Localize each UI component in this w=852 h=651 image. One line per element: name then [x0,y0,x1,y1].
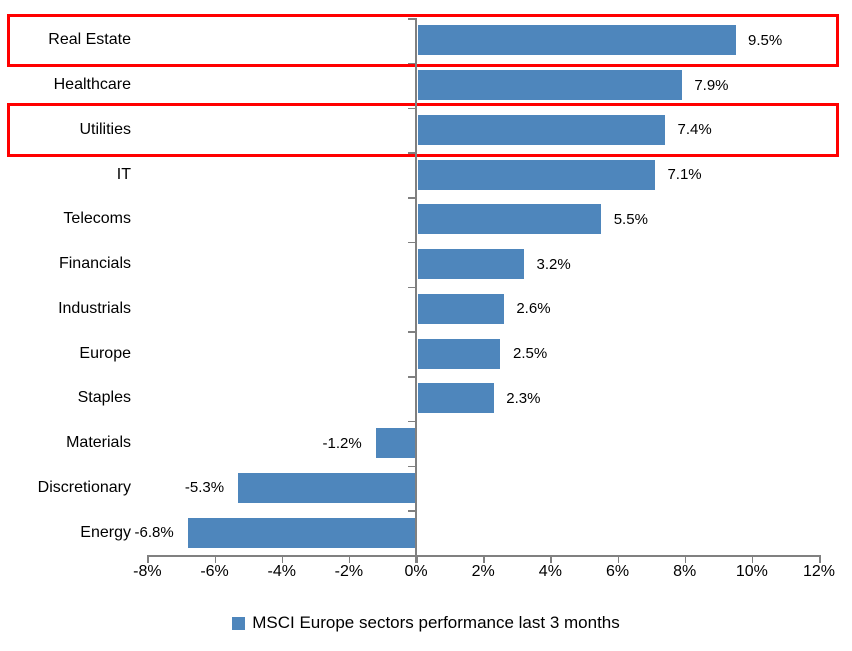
x-axis-tick-label: 6% [605,563,630,580]
category-label: Staples [77,389,131,407]
x-axis-tick [214,555,217,563]
value-label: 7.4% [677,121,712,139]
category-label: Healthcare [53,76,131,94]
bar-materials [375,428,416,459]
x-axis-tick-label: 4% [538,563,562,580]
category-label: Real Estate [48,31,131,49]
y-axis-line [415,18,418,563]
category-label: Materials [66,434,131,452]
x-axis-tick-label: 12% [802,563,836,580]
category-tick [408,286,416,288]
highlight-box-utilities [7,103,839,157]
x-axis-tick-label: 8% [673,563,697,580]
value-label: 5.5% [613,210,648,228]
bar-utilities [417,114,666,145]
category-label: Energy [80,523,131,541]
category-tick [408,331,416,333]
value-label: 7.1% [667,166,702,184]
bar-staples [417,383,494,414]
category-tick [408,376,416,378]
x-axis-tick [550,555,552,563]
bar-healthcare [417,70,682,101]
value-label: -5.3% [184,479,225,497]
legend-label: MSCI Europe sectors performance last 3 m… [252,613,620,632]
x-axis-tick-label: 2% [471,563,495,580]
value-label: 2.5% [512,345,548,363]
value-label: 2.6% [516,300,551,318]
value-label: 2.3% [506,389,541,407]
x-axis-tick [416,555,418,563]
category-tick [408,420,416,423]
category-tick [408,152,416,154]
x-axis-tick-label: -6% [200,563,229,580]
category-label: IT [116,165,131,183]
category-label: Discretionary [37,478,131,496]
legend: MSCI Europe sectors performance last 3 m… [0,610,852,636]
x-axis-tick [483,555,485,563]
category-tick [408,62,416,65]
category-tick [408,197,416,199]
bar-energy [187,517,416,548]
x-axis-tick [147,555,149,563]
x-axis-tick [751,555,754,563]
highlight-box-real-estate [7,13,839,68]
x-axis-tick-label: 0% [404,563,428,580]
category-label: Financials [58,255,131,273]
bar-financials [417,249,524,280]
x-axis-tick-label: -4% [267,563,296,580]
x-axis-tick [281,555,284,563]
category-tick [408,510,416,512]
category-tick [408,241,416,244]
x-axis-tick-label: -2% [334,563,364,580]
bar-real-estate [417,25,736,56]
value-label: 7.9% [694,76,729,94]
value-label: 9.5% [748,31,783,49]
category-label: Utilities [79,120,131,138]
bar-industrials [417,293,504,324]
x-axis-tick-label: 10% [735,563,768,580]
x-axis-tick [684,555,687,563]
category-tick [408,18,416,20]
x-axis-tick [617,555,620,563]
legend-swatch-icon [232,616,246,630]
bar-telecoms [417,204,602,235]
category-label: Europe [79,344,131,362]
x-axis-tick [819,555,821,563]
category-tick [408,107,416,109]
bar-it [417,159,655,190]
category-label: Industrials [58,299,131,317]
value-label: 3.2% [536,255,571,273]
category-tick [408,465,416,467]
value-label: -1.2% [322,434,362,452]
x-axis-tick-label: -8% [133,563,162,580]
category-label: Telecoms [63,210,131,228]
bar-discretionary [238,472,416,503]
x-axis-tick [348,555,351,563]
bar-europe [417,338,501,369]
value-label: -6.8% [134,524,174,542]
